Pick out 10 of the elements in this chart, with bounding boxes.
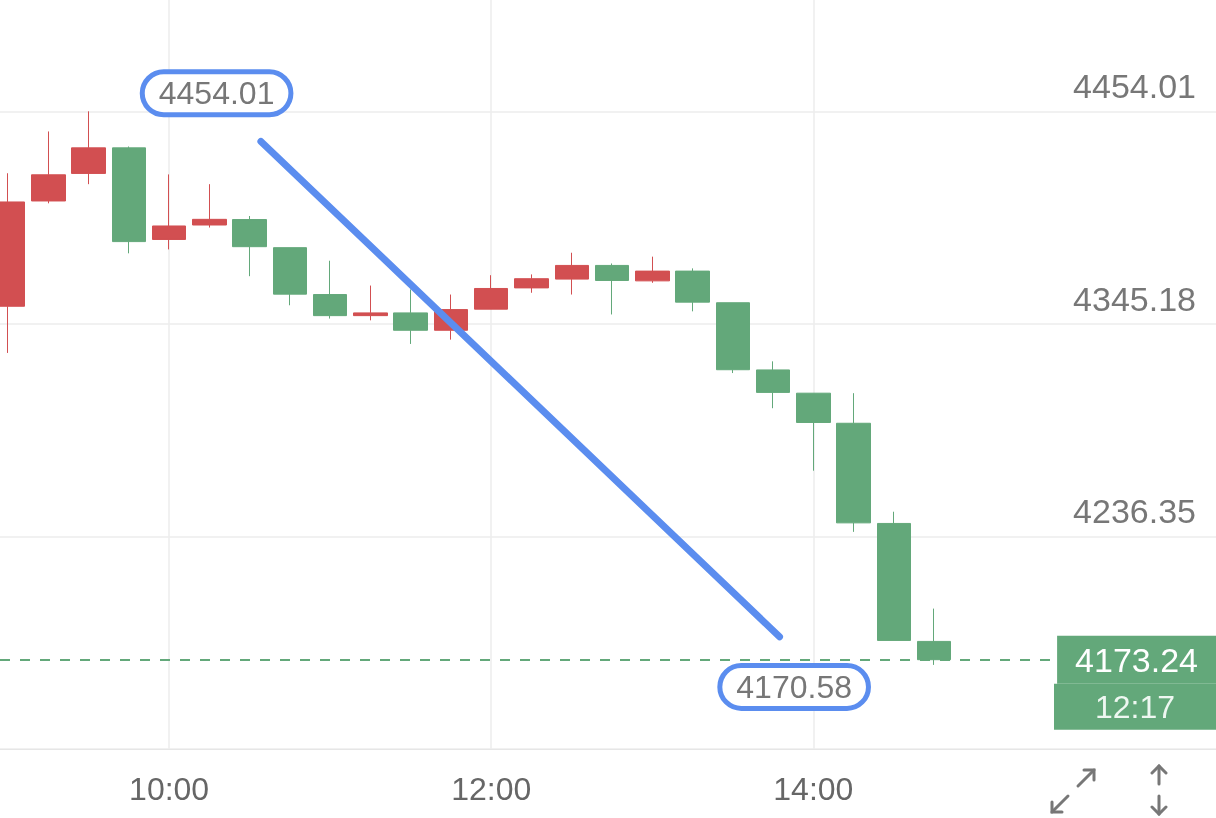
y-tick-label: 4345.18: [1073, 279, 1196, 318]
x-tick-label: 12:00: [451, 771, 532, 807]
x-tick-label: 10:00: [129, 771, 210, 807]
annotation: 12:17: [1094, 688, 1176, 725]
y-tick-label: 4236.35: [1073, 492, 1196, 531]
annotation: 4454.01: [158, 75, 275, 112]
annotation: 4170.58: [736, 668, 852, 705]
y-tick-label: 4454.01: [1073, 67, 1196, 106]
x-tick-label: 14:00: [773, 771, 854, 807]
ref-line-label: 4173.24: [1075, 640, 1198, 679]
